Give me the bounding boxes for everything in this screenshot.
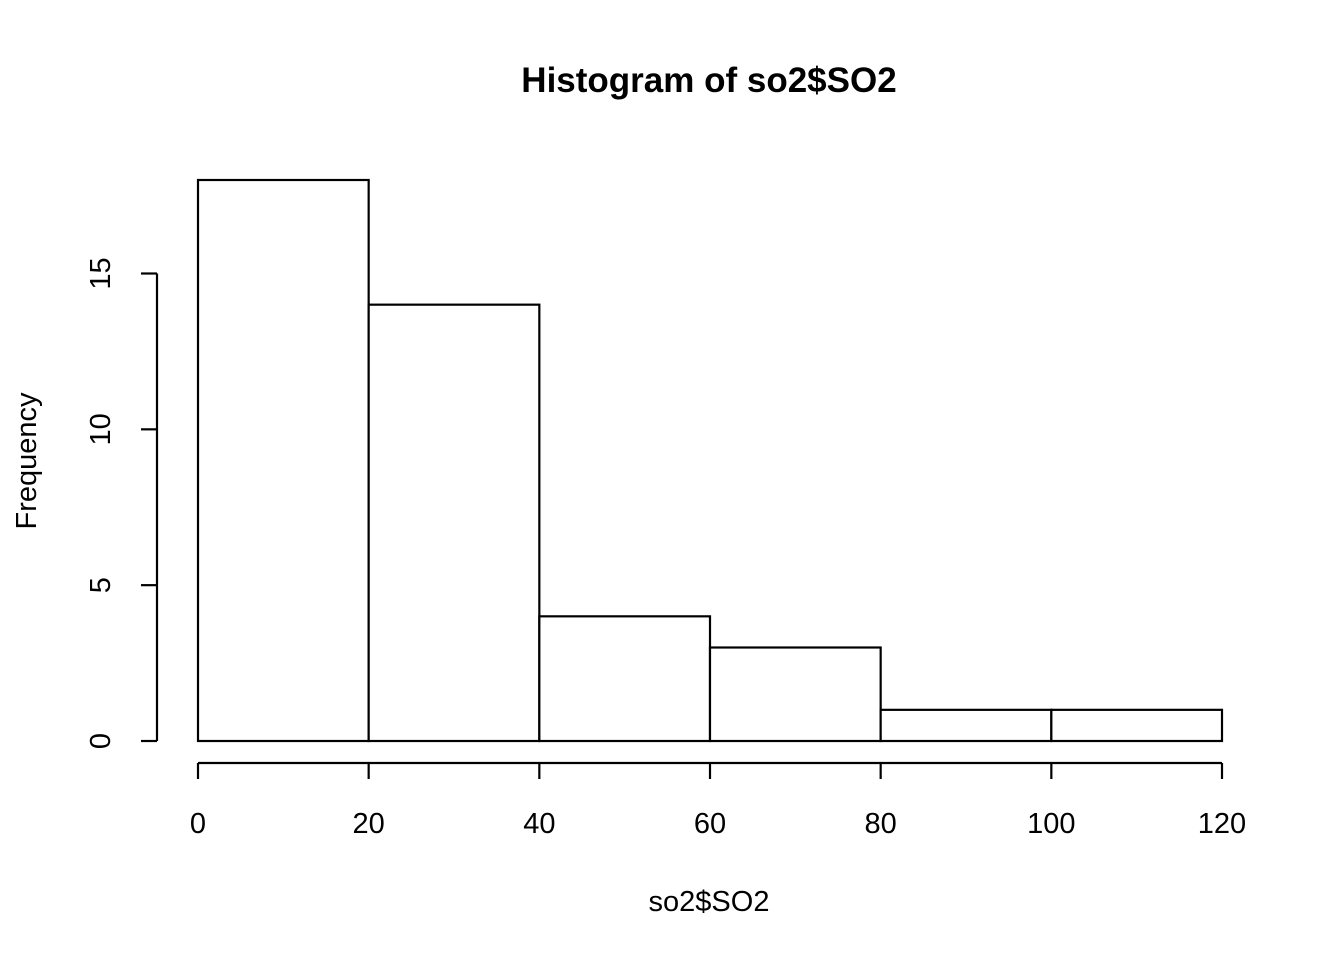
x-tick-label-5: 100 — [1027, 808, 1075, 840]
histogram-bar-1 — [367, 303, 541, 743]
x-tick-label-6: 120 — [1198, 808, 1246, 840]
y-tick-label-3: 15 — [85, 257, 117, 289]
y-tick-label-0: 0 — [85, 733, 117, 749]
x-axis-label: so2$SO2 — [649, 886, 770, 918]
histogram-bars — [196, 178, 1224, 743]
histogram-bar-2 — [538, 615, 712, 743]
chart-title: Histogram of so2$SO2 — [521, 61, 896, 100]
histogram-bar-3 — [708, 646, 882, 743]
histogram-bar-0 — [196, 178, 370, 743]
x-tick-label-4: 80 — [865, 808, 897, 840]
histogram-bar-5 — [1050, 708, 1224, 743]
histogram-bar-4 — [879, 708, 1053, 743]
x-tick-label-3: 60 — [694, 808, 726, 840]
y-tick-label-1: 5 — [85, 577, 117, 593]
x-axis: 0 20 40 60 80 100 120 — [190, 761, 1246, 840]
x-tick-label-0: 0 — [190, 808, 206, 840]
x-tick-label-2: 40 — [523, 808, 555, 840]
x-tick-label-1: 20 — [353, 808, 385, 840]
y-tick-label-2: 10 — [85, 413, 117, 445]
y-axis-label: Frequency — [11, 392, 43, 530]
y-axis: 0 5 10 15 — [85, 257, 159, 749]
